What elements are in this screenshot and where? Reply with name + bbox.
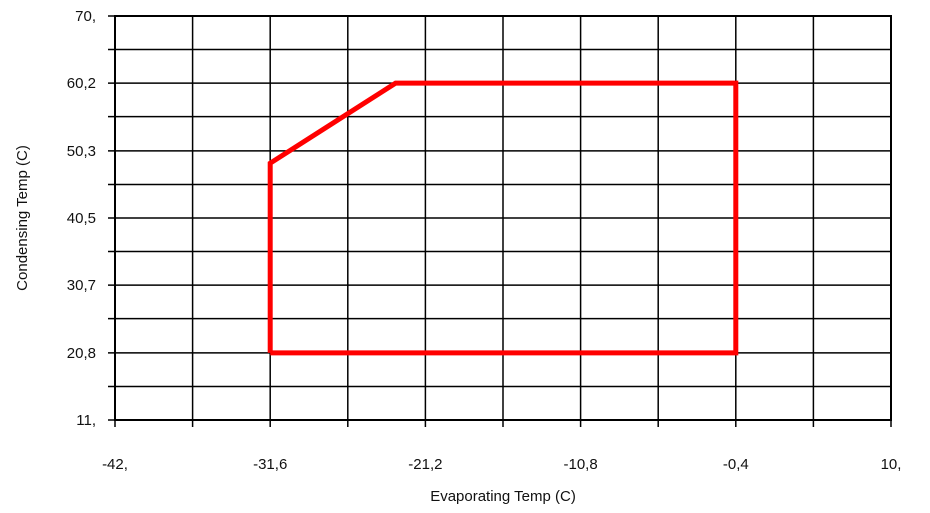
y-tick-label: 20,8	[67, 345, 96, 362]
y-tick-label: 30,7	[67, 277, 96, 294]
x-tick-label: -42,	[102, 456, 128, 473]
series-layer	[267, 80, 739, 356]
y-tick-label: 40,5	[67, 210, 96, 227]
x-tick-label: -10,8	[563, 456, 597, 473]
envelope-line	[267, 80, 739, 356]
y-tick-labels: 11, 20,8 30,7 40,5 50,3 60,2 70,	[67, 8, 96, 429]
x-tick-label: 10,	[881, 456, 902, 473]
x-axis-title: Evaporating Temp (C)	[430, 488, 576, 505]
x-tick-label: -31,6	[253, 456, 287, 473]
grid-lines	[108, 15, 892, 427]
x-tick-label: -21,2	[408, 456, 442, 473]
x-tick-labels: -42, -31,6 -21,2 -10,8 -0,4 10,	[102, 456, 901, 473]
y-tick-label: 11,	[76, 412, 96, 429]
plot-area-border	[114, 15, 892, 421]
x-tick-label: -0,4	[723, 456, 749, 473]
y-tick-label: 60,2	[67, 75, 96, 92]
y-tick-label: 50,3	[67, 143, 96, 160]
y-tick-label: 70,	[75, 8, 96, 25]
y-axis-title: Condensing Temp (C)	[14, 145, 31, 291]
